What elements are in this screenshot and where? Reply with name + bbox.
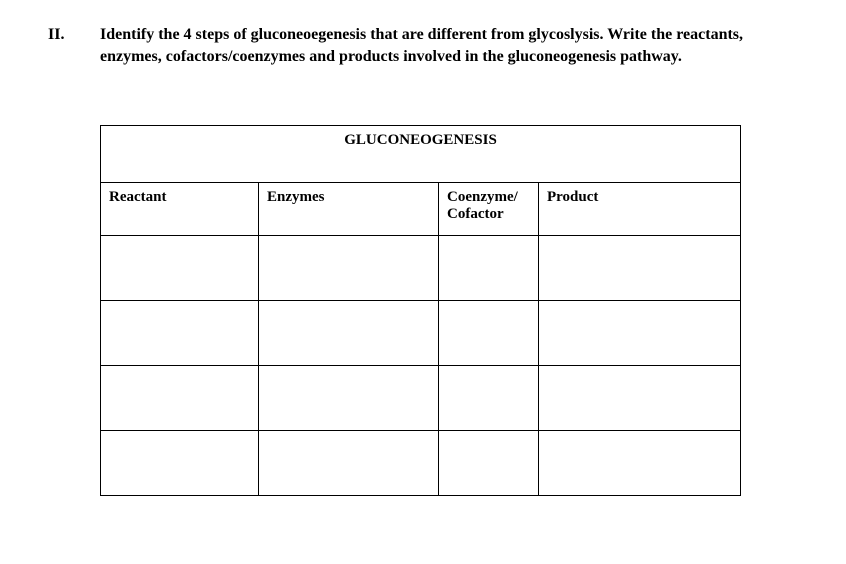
col-header-product: Product [539,183,741,236]
cell-coenzyme [439,366,539,431]
cell-product [539,366,741,431]
table-row [101,366,741,431]
table-row [101,236,741,301]
cell-coenzyme [439,431,539,496]
col-header-reactant: Reactant [101,183,259,236]
cell-enzymes [259,431,439,496]
table-header-row: Reactant Enzymes Coenzyme/ Cofactor Prod… [101,183,741,236]
cell-reactant [101,236,259,301]
cell-product [539,301,741,366]
page: II. Identify the 4 steps of gluconeoegen… [0,0,846,564]
table-title: GLUCONEOGENESIS [101,126,741,183]
cell-product [539,236,741,301]
table-row [101,431,741,496]
cell-enzymes [259,236,439,301]
cell-product [539,431,741,496]
cell-coenzyme [439,301,539,366]
gluconeogenesis-table: GLUCONEOGENESIS Reactant Enzymes Coenzym… [100,125,741,496]
col-header-enzymes: Enzymes [259,183,439,236]
cell-reactant [101,431,259,496]
table-title-row: GLUCONEOGENESIS [101,126,741,183]
question-prompt: Identify the 4 steps of gluconeoegenesis… [100,24,786,67]
cell-enzymes [259,301,439,366]
cell-reactant [101,366,259,431]
col-header-coenzyme: Coenzyme/ Cofactor [439,183,539,236]
cell-enzymes [259,366,439,431]
cell-coenzyme [439,236,539,301]
cell-reactant [101,301,259,366]
table-row [101,301,741,366]
question-numeral: II. [48,24,100,46]
question-block: II. Identify the 4 steps of gluconeoegen… [48,24,786,67]
table-container: GLUCONEOGENESIS Reactant Enzymes Coenzym… [100,125,786,496]
